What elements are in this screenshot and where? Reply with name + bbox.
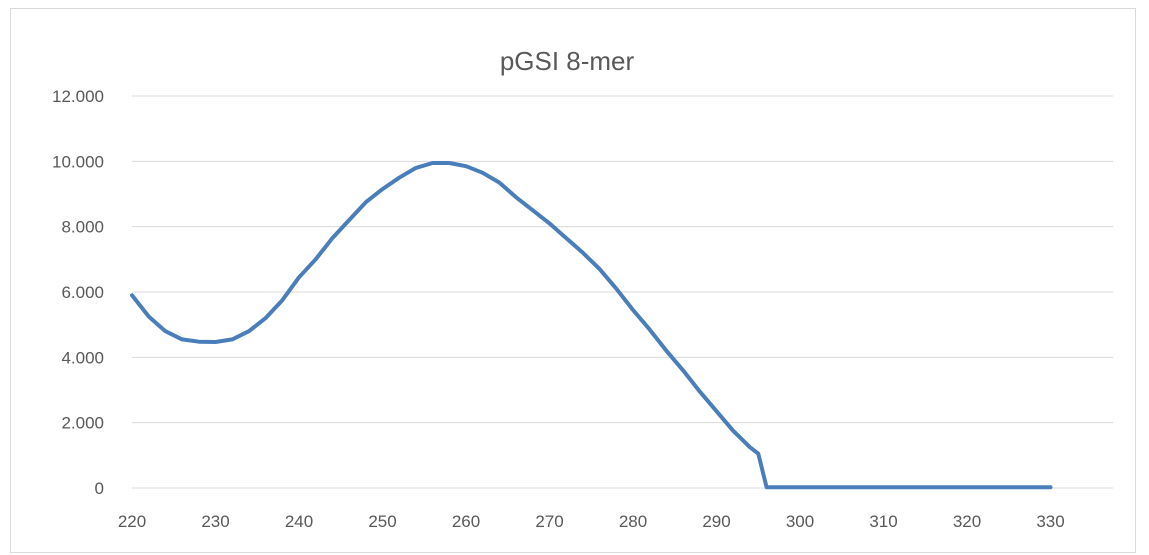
- x-tick-label: 330: [1036, 512, 1064, 531]
- x-tick-label: 220: [118, 512, 146, 531]
- y-tick-label: 8.000: [61, 218, 104, 237]
- x-tick-label: 300: [786, 512, 814, 531]
- y-tick-label: 10.000: [52, 152, 104, 171]
- x-axis-ticks: 220 230 240 250 260 270 280 290 300 310 320 330: [118, 512, 1065, 531]
- x-tick-label: 250: [368, 512, 396, 531]
- gridlines: [132, 95, 1113, 489]
- x-tick-label: 320: [953, 512, 981, 531]
- x-tick-label: 270: [535, 512, 563, 531]
- y-tick-label: 4.000: [61, 348, 104, 367]
- x-tick-label: 290: [702, 512, 730, 531]
- y-tick-label: 0: [95, 479, 104, 498]
- series-line: [130, 161, 1053, 490]
- x-tick-label: 230: [201, 512, 229, 531]
- y-tick-label: 12.000: [52, 87, 104, 106]
- x-tick-label: 280: [619, 512, 647, 531]
- y-tick-label: 2.000: [61, 414, 104, 433]
- y-axis-ticks: 0 2.000 4.000 6.000 8.000 10.000 12.000: [52, 87, 104, 498]
- x-tick-label: 260: [452, 512, 480, 531]
- x-tick-label: 240: [285, 512, 313, 531]
- chart-title: pGSI 8-mer: [500, 46, 635, 76]
- chart-frame: [10, 8, 1136, 553]
- x-tick-label: 310: [869, 512, 897, 531]
- y-tick-label: 6.000: [61, 283, 104, 302]
